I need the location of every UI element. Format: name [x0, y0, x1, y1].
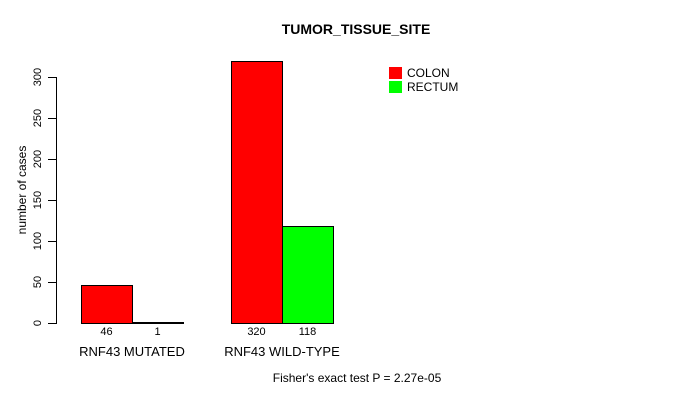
- bar-value-label: 320: [247, 326, 266, 338]
- bar-value-label: 1: [154, 326, 161, 338]
- y-axis-tick: [48, 241, 56, 242]
- legend: COLON RECTUM: [389, 66, 458, 94]
- chart-title: TUMOR_TISSUE_SITE: [281, 21, 431, 37]
- bar-colon-2: [231, 61, 283, 324]
- annotation-fisher-test: Fisher's exact test P = 2.27e-05: [272, 371, 442, 385]
- bar-rectum-2: [282, 226, 334, 324]
- legend-swatch-colon: [389, 67, 402, 79]
- y-axis-line: [56, 77, 57, 324]
- y-axis-tick: [48, 159, 56, 160]
- legend-label: RECTUM: [407, 80, 459, 94]
- y-axis-tick-label: 0: [32, 319, 44, 327]
- category-label-1: RNF43 MUTATED: [79, 344, 185, 359]
- y-axis-tick: [48, 118, 56, 119]
- legend-row-rectum: RECTUM: [389, 80, 458, 94]
- category-label-2: RNF43 WILD-TYPE: [224, 344, 340, 359]
- bar-value-label: 46: [100, 326, 113, 338]
- y-axis-tick-label: 250: [32, 108, 44, 128]
- legend-row-colon: COLON: [389, 66, 458, 80]
- y-axis-tick-label: 100: [32, 231, 44, 251]
- y-axis-tick-label: 200: [32, 149, 44, 169]
- y-axis-label: number of cases: [15, 145, 29, 235]
- bar-rectum-1: [132, 322, 184, 324]
- y-axis-tick: [48, 200, 56, 201]
- y-axis-tick-label: 50: [32, 275, 44, 289]
- bar-colon-1: [81, 285, 133, 324]
- legend-swatch-rectum: [389, 81, 402, 93]
- y-axis-tick: [48, 323, 56, 324]
- y-axis-tick-label: 150: [32, 190, 44, 210]
- y-axis-tick-label: 300: [32, 67, 44, 87]
- legend-label: COLON: [407, 66, 450, 80]
- y-axis-tick: [48, 282, 56, 283]
- bar-value-label: 118: [298, 326, 317, 338]
- y-axis-tick: [48, 77, 56, 78]
